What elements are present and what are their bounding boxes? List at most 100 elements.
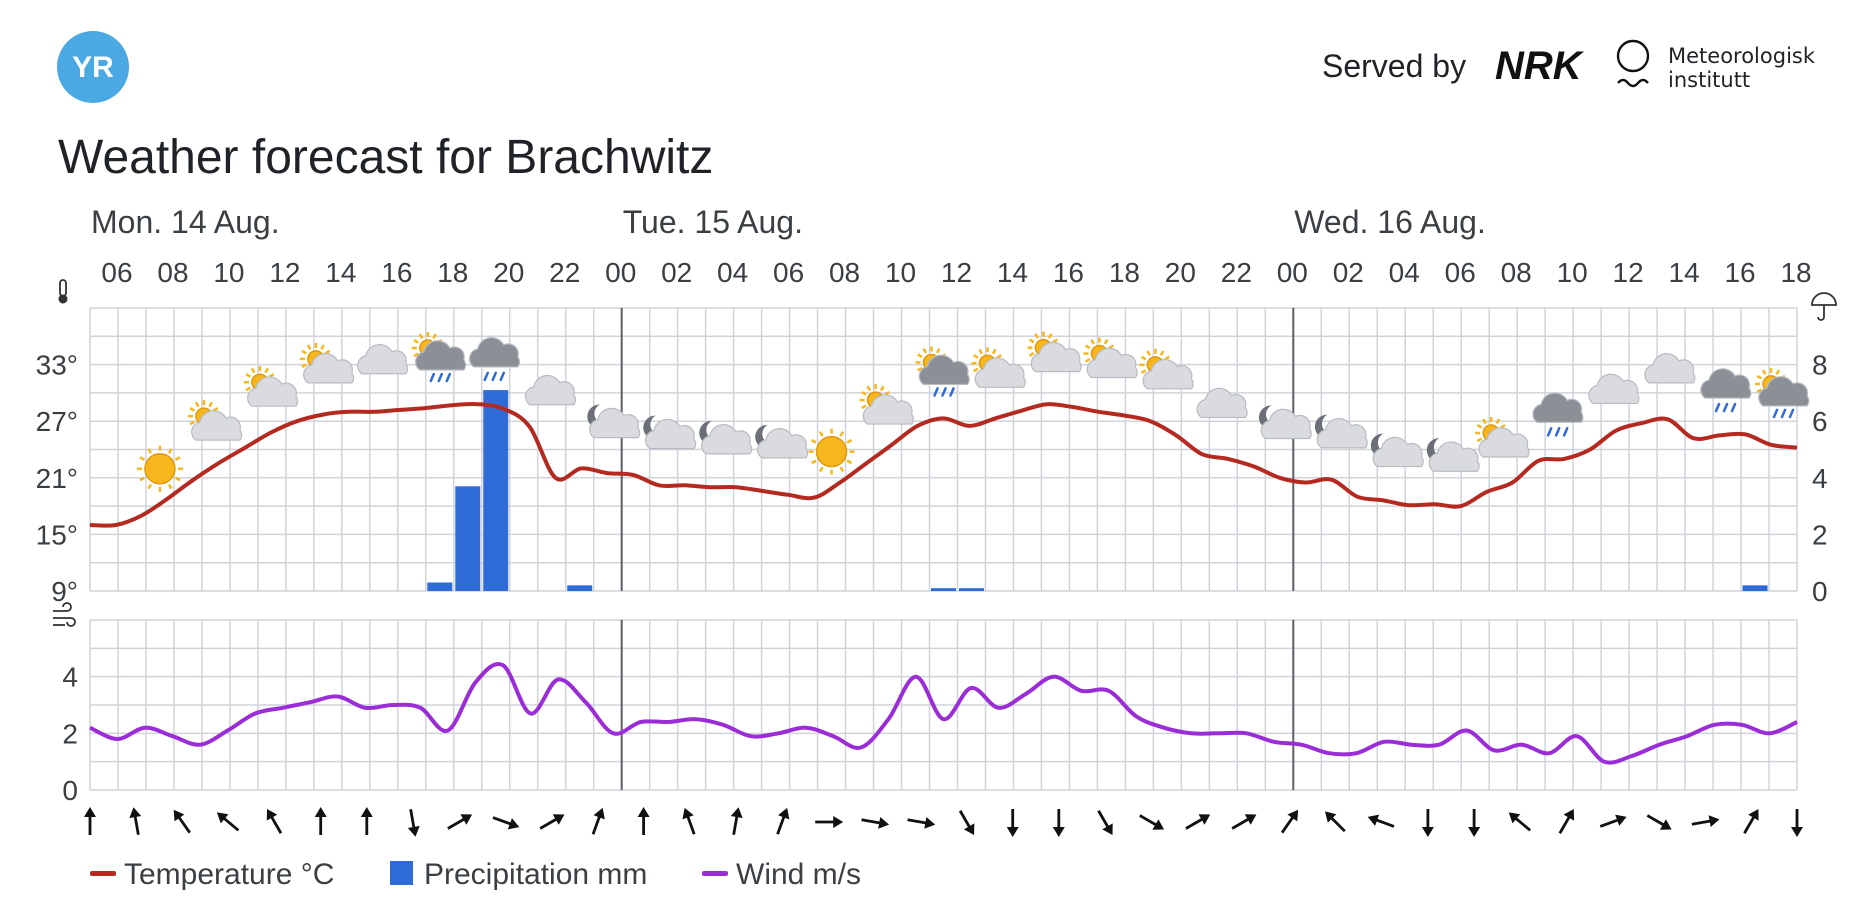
arrow-head [129,807,142,819]
wind-direction-arrow [907,816,936,829]
served-by-label: Served by [1322,48,1467,84]
wind-direction-arrow [266,809,283,834]
wind-direction-arrow [407,808,420,837]
precipitation-bar [455,486,481,591]
sun-ray [818,466,824,473]
moon-cloud-icon [587,404,641,439]
rain-drop [1554,427,1561,437]
sun-ray [1146,350,1151,356]
yr-logo[interactable]: YR [57,31,129,103]
hour-tick-label: 06 [773,257,804,288]
wind-direction-arrow [1421,809,1434,837]
yr-logo-text: YR [72,51,114,84]
cloud-shape [1588,373,1640,405]
sun-ray [264,367,269,374]
arrow-head [637,807,650,817]
rain-cloud-icon [468,337,521,382]
sun-icon [808,428,855,475]
page-title: Weather forecast for Brachwitz [58,131,714,184]
hour-tick-label: 10 [1557,257,1588,288]
sun-ray [861,391,867,396]
wind-icon-stroke [53,602,72,612]
arrow-head [360,807,373,817]
sun-ray [917,353,923,359]
sun-ray [991,348,997,355]
sun-ray [167,483,173,490]
legend-swatch [390,861,413,885]
arrow-head [730,807,743,819]
hour-tick-label: 10 [885,257,916,288]
sun-ray [1034,333,1040,339]
rain-cloud-icon [1700,368,1752,413]
sun-rain-cloud-icon [1755,367,1810,419]
hour-tick-label: 16 [1724,257,1755,288]
arrow-head [1324,811,1337,823]
arrow-head [173,809,185,822]
cloud-shape [1758,376,1810,407]
rain-drop [429,372,436,383]
cloud-icon [524,374,577,406]
cloud-icon [1196,387,1248,419]
thermometer-icon-bulb [58,294,68,304]
precipitation-bar [483,390,509,591]
nrk-logo[interactable]: NRK [1495,44,1590,84]
sun-ray [1761,369,1767,376]
arrow-head [1367,814,1380,826]
sun-ray [250,367,256,374]
cloud-shape [247,376,299,407]
temperature-tick-label: 9° [51,576,78,607]
sun-ray [811,439,817,444]
sun-ray [846,459,853,465]
wind-icon [53,602,76,627]
hour-tick-label: 02 [661,257,692,288]
met-institute-logo-icon[interactable] [1615,38,1651,98]
hour-tick-label: 00 [1277,257,1308,288]
hour-tick-label: 04 [1389,257,1420,288]
sun-ray [139,476,145,482]
sun-ray [306,344,312,350]
sun-ray [189,407,196,412]
legend-label: Precipitation mm [424,858,647,891]
wind-direction-arrow [1097,810,1113,835]
sun-ray [174,456,181,461]
wind-direction-arrow [1646,814,1672,830]
sun-ray [1090,339,1095,345]
cloud-shape [468,337,521,368]
precipitation-tick-label: 6 [1812,406,1828,437]
sun-ray [189,420,196,426]
sun-ray [413,352,419,358]
wind-direction-arrow [591,807,605,835]
wind-direction-arrow [1468,809,1481,837]
umbrella-icon [1811,292,1837,321]
arrow-head [552,814,565,825]
sun-ray [1159,350,1165,356]
sun-ray [846,439,853,444]
sun-ray [917,366,923,372]
hour-tick-label: 14 [997,257,1028,288]
sun-rain-cloud-icon [411,332,467,383]
partly-cloudy-icon [1475,417,1530,458]
sun-ray [208,401,214,408]
wind-direction-arrow [1558,809,1574,834]
wind-direction-arrow [1231,814,1257,830]
hour-tick-label: 12 [1613,257,1644,288]
precipitation-tick-label: 2 [1812,519,1828,550]
wind-line [89,662,1798,765]
sun-ray [194,401,200,408]
rain-drop [1546,427,1553,437]
sun-ray [1140,355,1147,361]
hour-tick-label: 04 [717,257,748,288]
temperature-tick-label: 33° [36,350,78,381]
arrow-head [1468,827,1481,837]
rain-drop [949,387,955,397]
hour-tick-label: 00 [605,257,636,288]
wind-direction-arrow [1508,812,1532,832]
wind-direction-arrow [1743,809,1759,834]
met-institute-name[interactable]: Meteorologisk institutt [1668,44,1815,92]
arrow-head [216,812,229,824]
temperature-tick-label: 21° [36,463,78,494]
met-name-line1: Meteorologisk [1668,44,1816,68]
wind-direction-arrow [1052,809,1065,837]
nrk-logo-text: NRK [1495,44,1585,84]
